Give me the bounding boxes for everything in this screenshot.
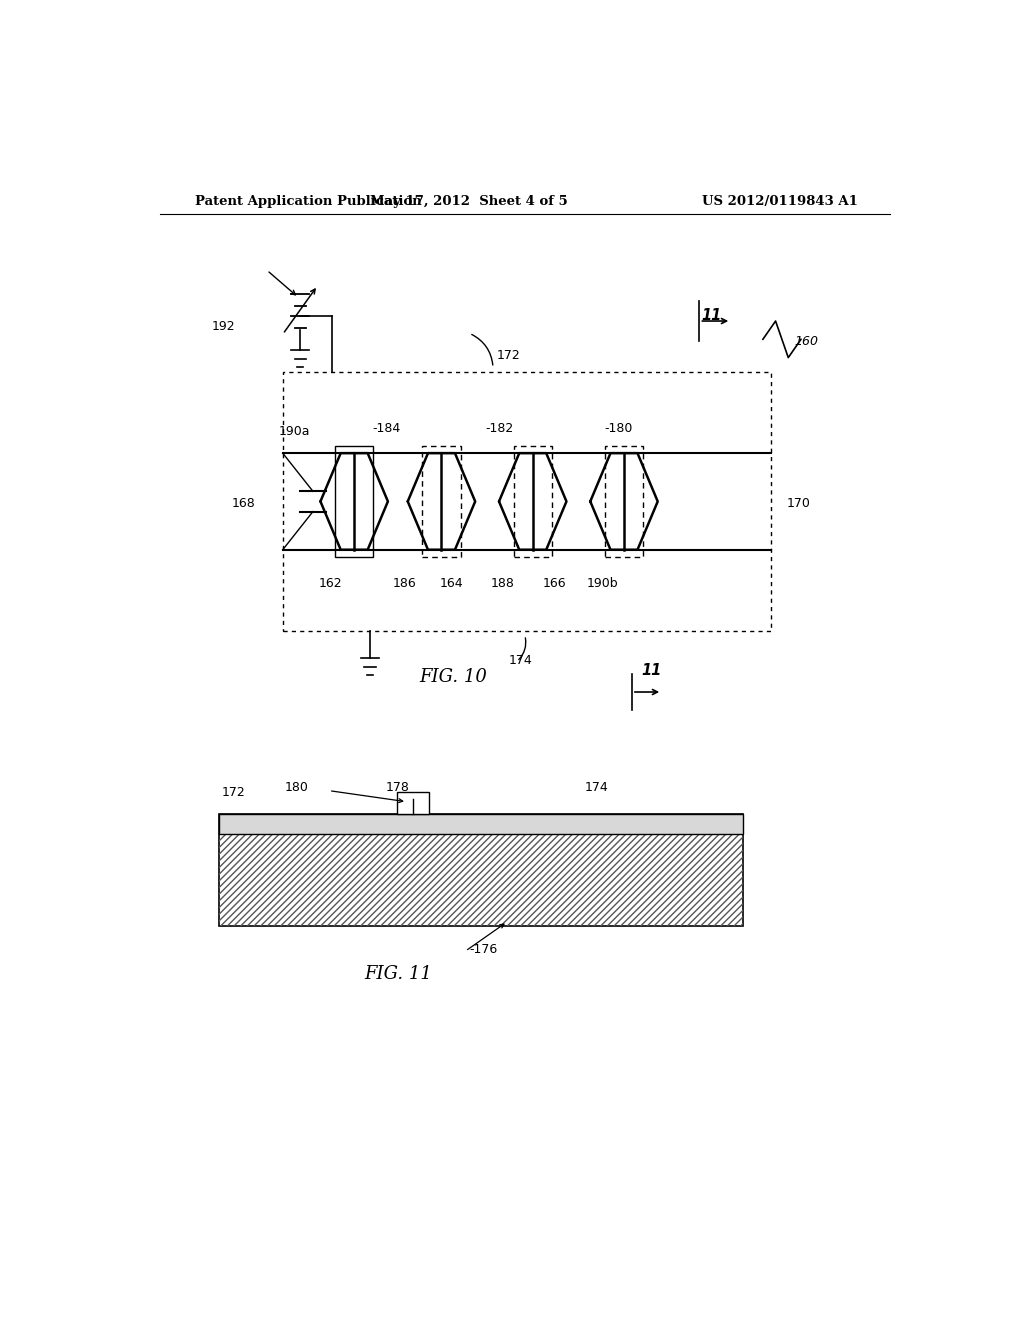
Bar [219,814,743,925]
Text: 162: 162 [318,577,342,590]
Text: 166: 166 [543,577,566,590]
Bar [423,446,461,557]
Bar [219,814,743,834]
Text: 168: 168 [231,498,255,511]
Text: 174: 174 [509,655,532,668]
Bar [514,446,552,557]
Text: 172: 172 [497,348,521,362]
Text: -180: -180 [604,422,633,434]
Text: US 2012/0119843 A1: US 2012/0119843 A1 [702,194,858,207]
Text: 164: 164 [440,577,464,590]
Bar [283,372,771,631]
Text: FIG. 10: FIG. 10 [420,668,487,686]
Text: Patent Application Publication: Patent Application Publication [196,194,422,207]
Text: 172: 172 [221,785,246,799]
Text: 188: 188 [490,577,514,590]
Text: -182: -182 [485,422,513,434]
Text: 190b: 190b [587,577,618,590]
Text: 11: 11 [701,309,722,323]
Text: FIG. 11: FIG. 11 [364,965,432,982]
Text: 174: 174 [585,780,608,793]
Text: 192: 192 [212,319,236,333]
Text: 160: 160 [795,335,818,348]
Bar [219,814,743,925]
Text: -184: -184 [373,422,400,434]
Text: -176: -176 [469,942,498,956]
Bar [397,792,429,814]
Text: 170: 170 [786,498,811,511]
Text: 11: 11 [642,663,662,678]
Text: 180: 180 [285,780,309,793]
Bar [605,446,643,557]
Bar [335,446,373,557]
Text: 178: 178 [386,780,410,793]
Text: May 17, 2012  Sheet 4 of 5: May 17, 2012 Sheet 4 of 5 [371,194,568,207]
Text: 190a: 190a [279,425,310,438]
Text: 186: 186 [392,577,416,590]
